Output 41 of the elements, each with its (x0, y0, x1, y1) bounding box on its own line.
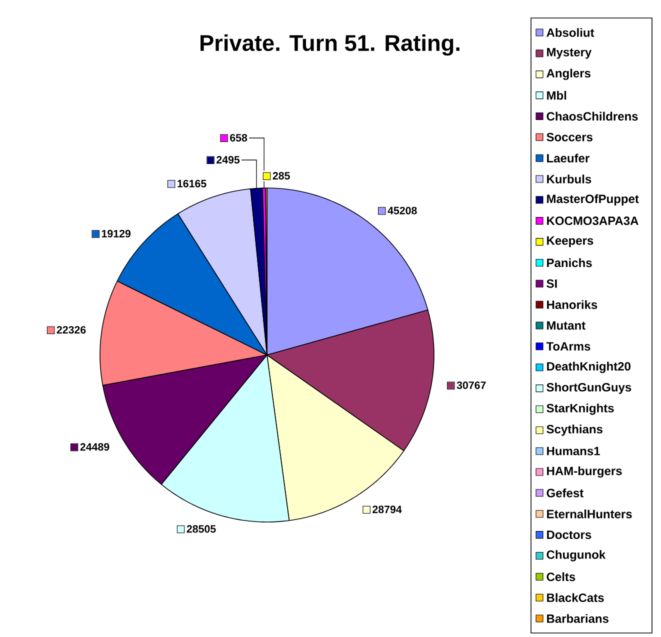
data-label: 658 (230, 134, 248, 142)
legend-label: Humans1 (547, 446, 600, 456)
legend-label: Celts (546, 572, 576, 582)
legend-label: KOCMO3APA3A (547, 216, 638, 226)
data-label: 2495 (216, 156, 240, 164)
data-label: 45208 (388, 206, 417, 214)
legend-label: Doctors (547, 530, 592, 540)
legend-label: Soccers (546, 132, 592, 142)
data-label: 285 (272, 172, 290, 180)
legend-label: Mystery (547, 48, 592, 59)
data-label: 28505 (186, 525, 216, 533)
data-label: 28794 (372, 506, 402, 514)
legend-label: Gefest (546, 488, 584, 498)
data-label: 16165 (178, 180, 206, 188)
legend-label: StarKnights (546, 404, 614, 415)
legend-label: EternalHunters (547, 510, 632, 518)
legend-label: Scythians (546, 424, 602, 436)
legend-label: Barbarians (547, 614, 608, 623)
data-label: 19129 (102, 230, 131, 238)
legend-label: ShortGunGuys (546, 382, 632, 394)
legend-label: HAM-burgers (547, 466, 622, 478)
data-label: 24489 (80, 443, 110, 451)
legend-label: Mbl (547, 90, 566, 100)
legend-label: Absoliut (546, 28, 594, 37)
legend-label: Keepers (547, 236, 594, 248)
legend-label: Hanoriks (547, 300, 598, 310)
legend-label: Mutant (547, 321, 586, 330)
legend-label: Chugunok (546, 550, 606, 562)
legend-label: SI (546, 279, 557, 288)
legend-label: ToArms (546, 342, 590, 351)
legend-label: Laeufer (547, 154, 590, 163)
legend-label: DeathKnight20 (547, 362, 630, 374)
legend-label: ChaosChildrens (546, 112, 638, 121)
legend-label: Panichs (547, 258, 592, 268)
legend-label: MasterOfPuppet (547, 194, 639, 206)
legend-label: Anglers (546, 68, 590, 80)
data-label: 22326 (56, 326, 86, 334)
legend-label: Kurbuls (547, 174, 592, 184)
legend-label: BlackCats (547, 593, 604, 602)
data-label: 30767 (456, 381, 486, 390)
text: Private. Turn 51. Rating. (200, 34, 460, 56)
